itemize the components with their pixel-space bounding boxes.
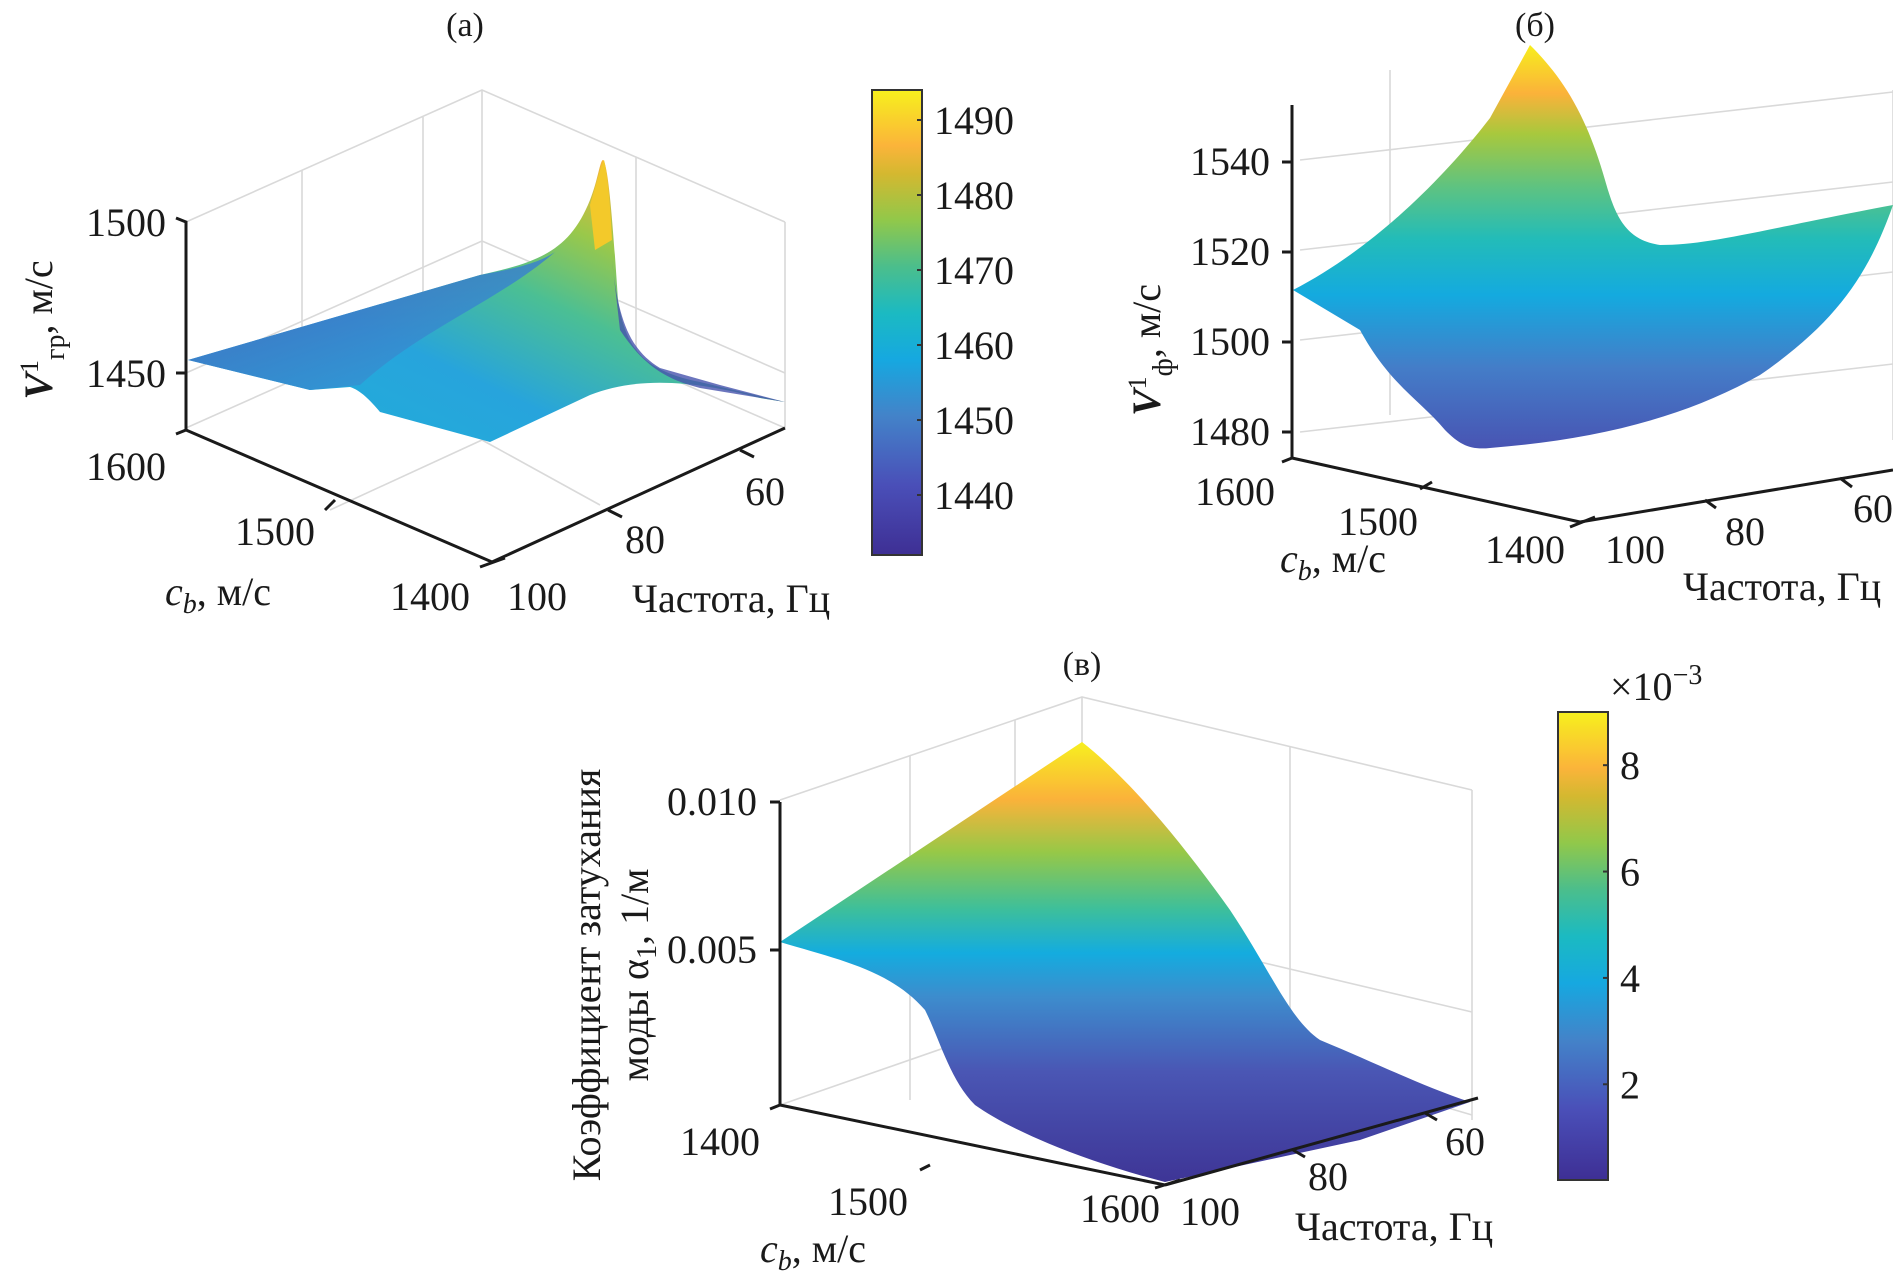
panel-a-surface — [188, 160, 785, 442]
panel-b-ztick-2: 1500 — [1190, 319, 1270, 364]
panel-a-ytick-1: 80 — [625, 517, 665, 562]
panel-v-surface — [780, 742, 1470, 1182]
svg-text:V1гр, м/с: V1гр, м/с — [15, 260, 71, 399]
panel-a-zlabel-sup: 1 — [15, 360, 44, 373]
panel-a-ytick-0: 60 — [745, 469, 785, 514]
panel-b-surface — [1293, 45, 1893, 449]
panel-a-zlabel: V1гр, м/с — [15, 260, 71, 399]
panel-v-label: (в) — [1063, 646, 1102, 683]
panel-a-colorbar: 1490 1480 1470 1460 1450 1440 — [871, 89, 1014, 556]
panel-v-ztick-0: 0.010 — [667, 779, 757, 824]
panel-b-ytick-2: 60 — [1853, 486, 1893, 531]
panel-a-surface-peak — [590, 160, 612, 250]
panel-b-x-axis — [1291, 456, 1581, 524]
panel-a-colorbar-tick-label-5: 1440 — [934, 473, 1014, 518]
panel-a-colorbar-tick-label-1: 1480 — [934, 173, 1014, 218]
panel-b: (б) 1540 1520 — [1123, 7, 1893, 609]
panel-a-colorbar-tick-label-0: 1490 — [934, 98, 1014, 143]
panel-a-colorbar-tick-label-4: 1450 — [934, 398, 1014, 443]
panel-a-xlabel: cb, м/с — [165, 569, 271, 620]
panel-a-axes — [175, 216, 786, 569]
panel-b-xlabel: cb, м/с — [1280, 536, 1386, 587]
panel-v-colorbar: ×10−3 8 6 4 2 — [1557, 660, 1702, 1181]
panel-b-zlabel: V1ф, м/с — [1123, 284, 1179, 416]
panel-b-ztick-1: 1520 — [1190, 229, 1270, 274]
panel-a-xtick-0: 1600 — [86, 444, 166, 489]
panel-a-ztick-0: 1500 — [86, 200, 166, 245]
panel-a-colorbar-gradient — [872, 90, 922, 555]
panel-a-xtick-2: 1400 — [390, 574, 470, 619]
panel-b-xtick-0: 1600 — [1195, 469, 1275, 514]
panel-a-label: (a) — [446, 7, 484, 44]
panel-a-colorbar-tick-label-2: 1470 — [934, 248, 1014, 293]
panel-a-surface-blue-ridge — [188, 252, 555, 390]
panel-v-surface-main — [780, 742, 1470, 1182]
panel-a-zlabel-main: V — [16, 370, 61, 400]
panel-v-ytick-0: 60 — [1445, 1119, 1485, 1164]
panel-v-colorbar-tick-label-1: 6 — [1620, 850, 1640, 895]
panel-v-x-axis — [779, 1103, 1166, 1187]
panel-a-zlabel-sub: гр — [40, 335, 71, 360]
panel-v-ylabel: Частота, Гц — [1295, 1204, 1493, 1249]
panel-v-xtick-2: 1600 — [1080, 1186, 1160, 1231]
panel-b-ytick-0: 100 — [1605, 527, 1665, 572]
panel-b-xtick-2: 1400 — [1485, 527, 1565, 572]
panel-v-xtick-1: 1500 — [828, 1179, 908, 1224]
panel-b-ztick-0: 1540 — [1190, 139, 1270, 184]
panel-v-zlabel-line1: Коэффициент затухания — [564, 769, 609, 1181]
panel-v-xtick-0: 1400 — [680, 1119, 760, 1164]
panel-a-surface-trough — [612, 260, 785, 402]
panel-a-x-axis — [185, 428, 493, 564]
panel-a-ytick-2: 100 — [507, 574, 567, 619]
panel-v-colorbar-exponent: ×10−3 — [1610, 660, 1702, 709]
panel-a-z-axis — [175, 216, 188, 430]
panel-b-ztick-3: 1480 — [1190, 409, 1270, 454]
panel-a-y-axis — [491, 426, 786, 564]
panel-b-ytick-1: 80 — [1725, 509, 1765, 554]
panel-v-colorbar-tick-label-0: 8 — [1620, 743, 1640, 788]
panel-a-colorbar-tick-label-3: 1460 — [934, 323, 1014, 368]
panel-v-ztick-1: 0.005 — [667, 927, 757, 972]
panel-b-axes — [1281, 105, 1893, 529]
panel-a-ylabel: Частота, Гц — [632, 576, 830, 621]
panel-a-xtick-1: 1500 — [235, 509, 315, 554]
panel-a: (a) — [15, 7, 1014, 621]
panel-v-colorbar-gradient — [1558, 712, 1608, 1180]
panel-b-label: (б) — [1515, 7, 1555, 44]
panel-a-ztick-1: 1450 — [86, 351, 166, 396]
panel-a-grid — [185, 89, 786, 511]
panel-v-ytick-1: 80 — [1308, 1154, 1348, 1199]
panel-v: (в) 0.010 0.005 1400 — [564, 646, 1702, 1277]
panel-v-colorbar-tick-label-3: 2 — [1620, 1062, 1640, 1107]
panel-v-colorbar-tick-label-2: 4 — [1620, 956, 1640, 1001]
panel-v-axes — [769, 800, 1479, 1190]
panel-v-zlabel-line2: моды α1, 1/м — [612, 869, 663, 1082]
panel-b-surface-main — [1293, 45, 1893, 449]
panel-a-zlabel-units: , м/с — [16, 260, 61, 334]
svg-text:V1ф, м/с: V1ф, м/с — [1123, 284, 1179, 416]
panel-v-zlabel: Коэффициент затухания моды α1, 1/м — [564, 769, 663, 1181]
panel-b-xtick-1: 1500 — [1338, 499, 1418, 544]
panel-a-surface-main — [188, 160, 785, 442]
panel-b-ylabel: Частота, Гц — [1683, 564, 1881, 609]
panel-v-xlabel: cb, м/с — [760, 1226, 866, 1277]
panel-v-ytick-2: 100 — [1180, 1189, 1240, 1234]
